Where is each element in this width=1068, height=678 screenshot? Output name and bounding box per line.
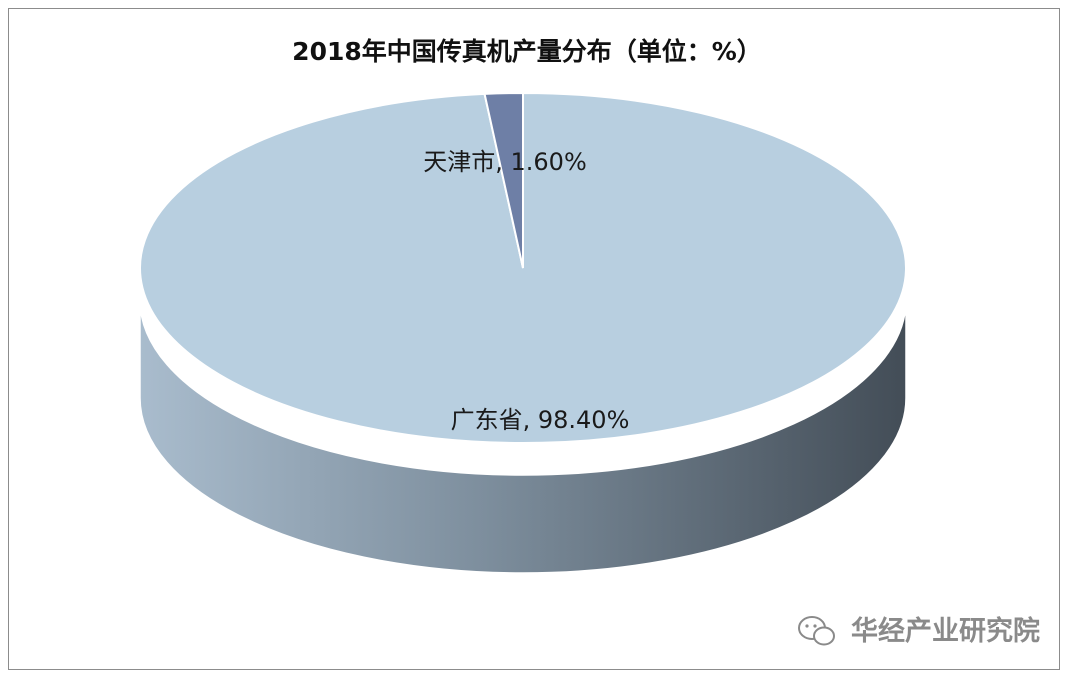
slice-label-tianjin: 天津市, 1.60%: [423, 148, 587, 176]
watermark: 华经产业研究院: [798, 615, 1040, 647]
chart-title: 2018年中国传真机产量分布（单位：%）: [292, 37, 762, 66]
pie-side-wall: [139, 299, 907, 574]
wechat-icon: [798, 616, 835, 646]
pie-slice-tianjin: [483, 91, 524, 269]
slice-label-guangdong: 广东省, 98.40%: [451, 406, 630, 434]
watermark-text: 华经产业研究院: [851, 615, 1040, 647]
